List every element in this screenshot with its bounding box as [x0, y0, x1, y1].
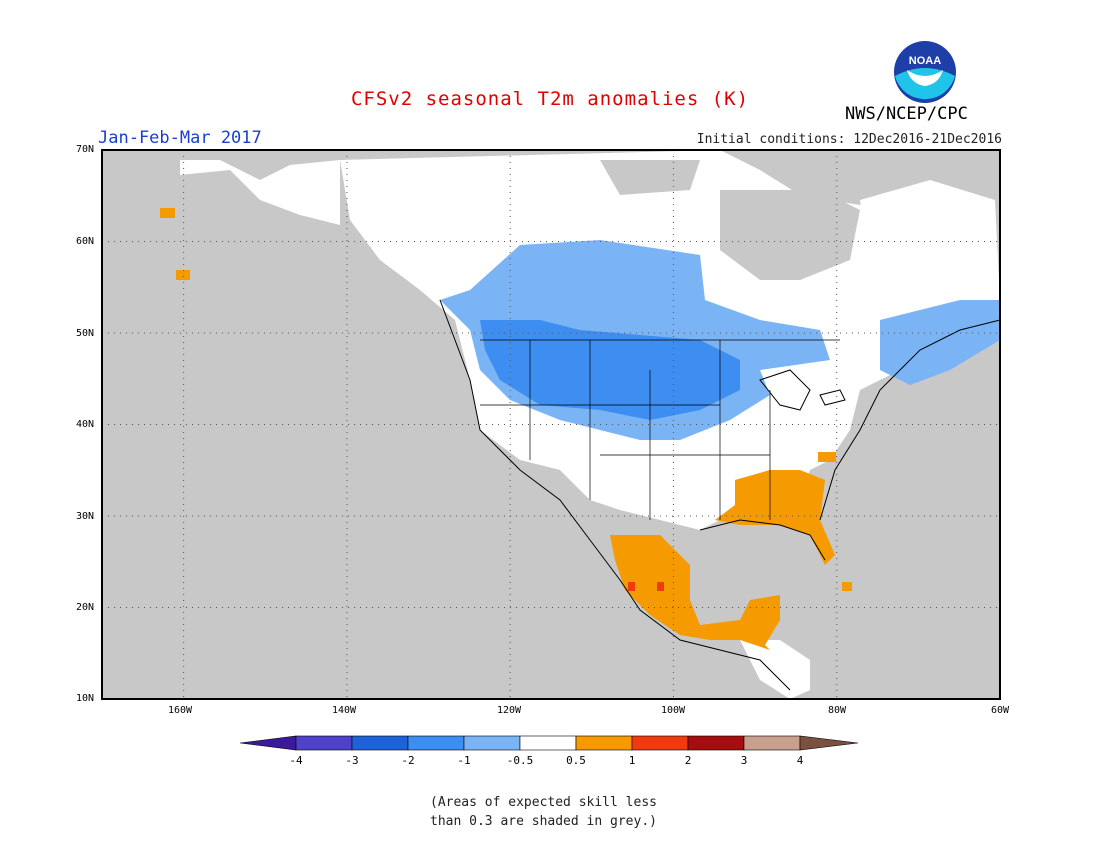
warm-anomaly-southeast: [715, 470, 835, 565]
great-lakes-sketch: [759, 369, 846, 411]
colorbar-tick-label: -1: [457, 754, 470, 767]
footnote-line-1: (Areas of expected skill less: [430, 795, 657, 810]
colorbar-bin: [519, 735, 577, 751]
anomaly-shading: [160, 150, 1001, 699]
footnote-line-2: than 0.3 are shaded in grey.): [430, 814, 657, 829]
noaa-logo: NOAA: [894, 41, 956, 103]
neutral-central-america: [740, 640, 810, 699]
initial-conditions: Initial conditions: 12Dec2016-21Dec2016: [696, 132, 1002, 147]
cold-anomaly-ne-canada: [880, 300, 1000, 385]
lon-label: 120W: [496, 705, 522, 716]
logo-text: NOAA: [909, 55, 941, 67]
footnote: (Areas of expected skill less than 0.3 a…: [430, 793, 760, 831]
lat-label: 70N: [75, 144, 94, 155]
agency-label: NWS/NCEP/CPC: [845, 104, 968, 124]
colorbar-tick-label: 4: [797, 754, 804, 767]
warm-anomaly-mexico: [610, 535, 780, 650]
lon-label: 140W: [331, 705, 357, 716]
lat-label: 30N: [75, 511, 94, 522]
lon-label: 80W: [827, 705, 847, 716]
colorbar-bin: [351, 735, 409, 751]
colorbar-tick-label: -0.5: [507, 754, 534, 767]
colorbar-tick-label: 0.5: [566, 754, 586, 767]
cold-anomaly-core: [480, 320, 740, 420]
colorbar-tick-label: 3: [741, 754, 748, 767]
neutral-canada-east: [860, 180, 1000, 320]
chart-title: CFSv2 seasonal T2m anomalies (K): [350, 88, 750, 110]
forecast-period: Jan-Feb-Mar 2017: [98, 128, 262, 148]
colorbar-tick-label: 1: [629, 754, 636, 767]
colorbar-tick-label: -4: [289, 754, 303, 767]
neutral-alaska: [180, 160, 340, 225]
colorbar-arrow-high: [799, 735, 859, 751]
coastline-sketch: [439, 299, 1001, 691]
lat-label: 50N: [75, 328, 94, 339]
us-states-sketch: [480, 339, 840, 520]
colorbar-bin: [687, 735, 745, 751]
lat-label: 10N: [75, 693, 94, 704]
hot-anomaly-mexico-2: [657, 582, 664, 591]
lon-label: 100W: [660, 705, 686, 716]
lon-label: 160W: [167, 705, 193, 716]
warm-anomaly-alaska-1: [160, 208, 175, 218]
lon-label: 60W: [990, 705, 1010, 716]
colorbar-bin: [295, 735, 353, 751]
lat-label: 60N: [75, 236, 94, 247]
map-frame: [101, 149, 1001, 700]
lat-label: 40N: [75, 419, 94, 430]
grey-hudson-bay: [720, 190, 860, 280]
colorbar-bin: [575, 735, 633, 751]
warm-anomaly-virginia: [818, 452, 836, 462]
colorbar-bin: [407, 735, 465, 751]
colorbar-tick-label: -3: [345, 754, 358, 767]
colorbar-bin: [743, 735, 801, 751]
colorbar-tick-label: -2: [401, 754, 414, 767]
colorbar-bin: [631, 735, 689, 751]
colorbar-tick-label: 2: [685, 754, 692, 767]
grey-north-canada: [600, 160, 700, 195]
lat-label: 20N: [75, 602, 94, 613]
warm-anomaly-alaska-2: [176, 270, 190, 280]
colorbar-bin: [463, 735, 521, 751]
colorbar-arrow-low: [239, 735, 297, 751]
warm-anomaly-cuba: [842, 582, 852, 591]
hot-anomaly-mexico-1: [628, 582, 635, 591]
